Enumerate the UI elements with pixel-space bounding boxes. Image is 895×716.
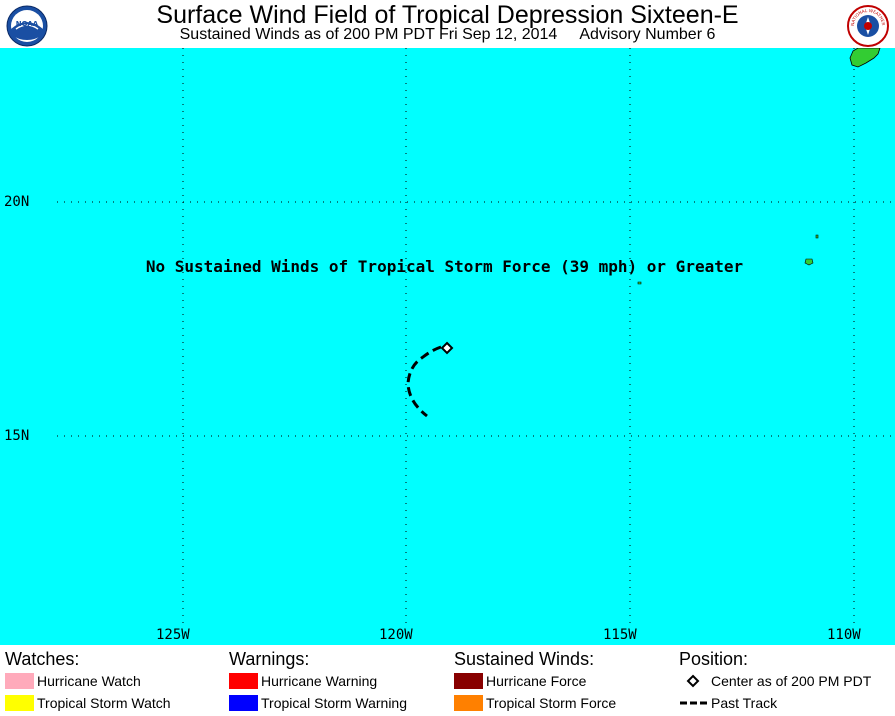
legend-item-past-track: Past Track [679, 692, 777, 714]
legend-label: Tropical Storm Force [486, 695, 617, 711]
legend-label: Hurricane Warning [261, 673, 378, 689]
dashed-line-icon [680, 701, 707, 705]
lon-label-110w: 110W [827, 627, 861, 643]
legend-label: Center as of 200 PM PDT [711, 673, 872, 689]
legend-watches-heading: Watches: [5, 649, 80, 669]
legend: Watches: Hurricane Watch Tropical Storm … [0, 645, 895, 716]
island-san-benedicto [815, 234, 819, 239]
lon-label-115w: 115W [603, 627, 637, 643]
hurricane-force-swatch [454, 673, 483, 689]
legend-position-heading: Position: [679, 649, 749, 669]
past-track [406, 345, 442, 418]
legend-item-hurricane-watch: Hurricane Watch [5, 670, 141, 692]
legend-label: Past Track [711, 695, 778, 711]
legend-warnings-heading: Warnings: [229, 649, 310, 669]
lat-label-15n: 15N [4, 428, 30, 444]
legend-winds-heading: Sustained Winds: [454, 649, 595, 669]
graticule [57, 48, 895, 625]
tropical-storm-force-swatch [454, 695, 483, 711]
lon-label-125w: 125W [156, 627, 190, 643]
tropical-storm-warning-swatch [229, 695, 258, 711]
tropical-storm-watch-swatch [5, 695, 34, 711]
storm-center-diamond-icon [440, 341, 454, 355]
land-mass [637, 48, 881, 285]
page-title: Surface Wind Field of Tropical Depressio… [156, 1, 739, 29]
legend-warnings: Warnings: Hurricane Warning Tropical Sto… [229, 648, 407, 714]
header: NOAA Surface Wind Field of Tropical Depr… [0, 0, 895, 48]
legend-item-tropical-storm-force: Tropical Storm Force [454, 692, 616, 714]
legend-item-tropical-storm-warning: Tropical Storm Warning [229, 692, 407, 714]
hurricane-warning-swatch [229, 673, 258, 689]
legend-label: Tropical Storm Watch [37, 695, 171, 711]
legend-winds: Sustained Winds: Hurricane Force Tropica… [454, 648, 616, 714]
legend-item-tropical-storm-watch: Tropical Storm Watch [5, 692, 171, 714]
map-canvas [57, 48, 895, 625]
legend-label: Hurricane Force [486, 673, 587, 689]
page-subtitle: Sustained Winds as of 200 PM PDT Fri Sep… [0, 26, 895, 44]
island-socorro [804, 258, 814, 266]
no-winds-notice: No Sustained Winds of Tropical Storm For… [0, 257, 895, 276]
diamond-icon [686, 674, 700, 688]
legend-label: Hurricane Watch [37, 673, 141, 689]
legend-watches: Watches: Hurricane Watch Tropical Storm … [5, 648, 171, 714]
noaa-logo-icon: NOAA [6, 5, 48, 47]
legend-position: Position: Center as of 200 PM PDT Past T… [679, 648, 871, 714]
legend-item-center: Center as of 200 PM PDT [679, 670, 871, 692]
no-winds-notice-text: No Sustained Winds of Tropical Storm For… [145, 257, 744, 276]
lat-label-20n: 20N [4, 194, 30, 210]
lon-label-120w: 120W [379, 627, 413, 643]
island-clarion [637, 281, 642, 285]
subtitle-advisory: Advisory Number 6 [579, 26, 716, 43]
legend-label: Tropical Storm Warning [261, 695, 408, 711]
hurricane-watch-swatch [5, 673, 34, 689]
legend-item-hurricane-force: Hurricane Force [454, 670, 594, 692]
baja-tip [849, 48, 881, 68]
subtitle-time: Sustained Winds as of 200 PM PDT Fri Sep… [179, 26, 558, 43]
nws-logo-icon: NATIONAL WEATHER SERVICE [846, 1, 889, 47]
svg-text:NOAA: NOAA [16, 20, 39, 28]
legend-item-hurricane-warning: Hurricane Warning [229, 670, 377, 692]
wind-field-map: 20N 15N 125W 120W 115W 110W No Sustained… [0, 48, 895, 645]
